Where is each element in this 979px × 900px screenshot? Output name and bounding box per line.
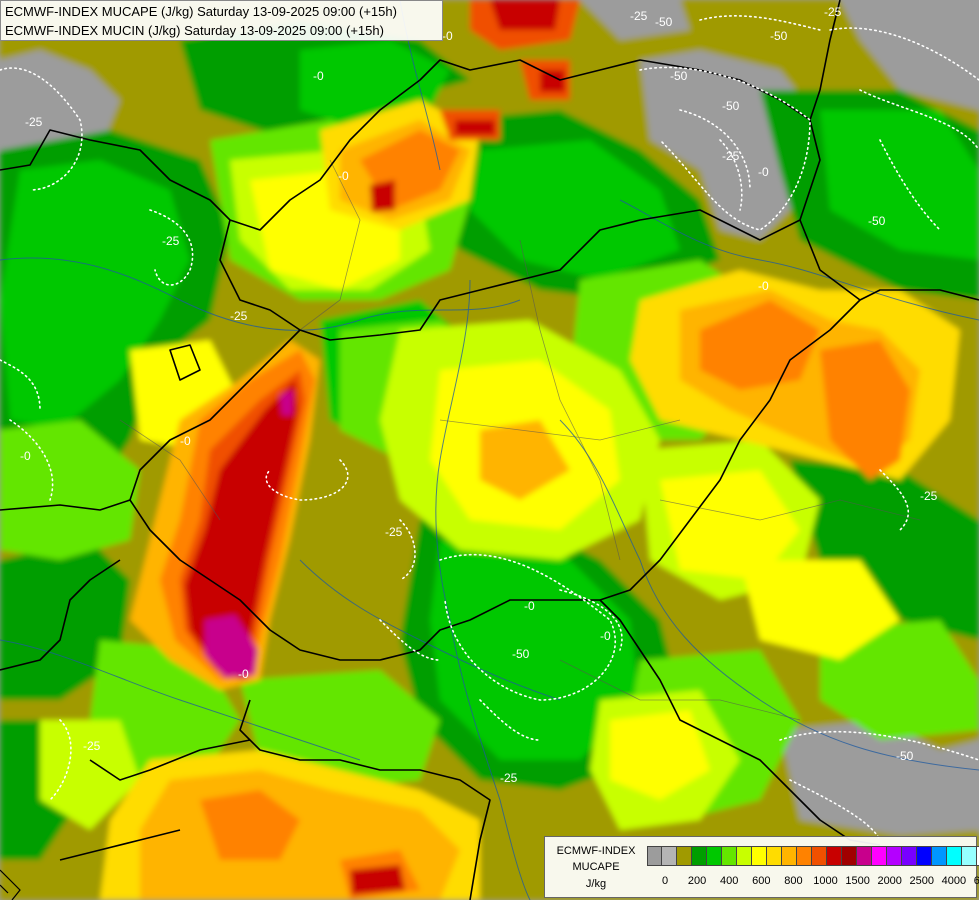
- cin-label: -0: [180, 434, 191, 448]
- cin-label: -0: [238, 667, 249, 681]
- legend-swatch: [902, 846, 917, 866]
- cin-label: -25: [722, 149, 740, 163]
- legend-swatch: [647, 846, 662, 866]
- cin-label: -50: [670, 69, 688, 83]
- legend-swatch: [917, 846, 932, 866]
- legend-swatch: [767, 846, 782, 866]
- legend-tick-label: 400: [720, 875, 739, 887]
- cin-label: -50: [512, 647, 530, 661]
- cin-label: -50: [896, 749, 914, 763]
- legend-tick-label: 4000: [941, 875, 967, 887]
- cin-label: -50: [722, 99, 740, 113]
- mucape-title: ECMWF-INDEX MUCAPE (J/kg) Saturday 13-09…: [5, 4, 397, 19]
- cin-label: -25: [25, 115, 43, 129]
- legend-tick-label: 800: [784, 875, 803, 887]
- corner-border-detail: [0, 869, 21, 900]
- legend-swatches: [647, 846, 979, 866]
- legend-tick-label: 600: [752, 875, 771, 887]
- cin-label: -0: [20, 449, 31, 463]
- legend-swatch: [797, 846, 812, 866]
- legend-tick-label: 2500: [909, 875, 935, 887]
- legend-swatch: [812, 846, 827, 866]
- legend-tick-label: 6000: [973, 875, 979, 887]
- legend-swatch: [722, 846, 737, 866]
- legend-tick-label: 200: [687, 875, 707, 887]
- legend-swatch: [782, 846, 797, 866]
- map-title-box: ECMWF-INDEX MUCAPE (J/kg) Saturday 13-09…: [0, 0, 443, 41]
- legend-swatch: [692, 846, 707, 866]
- legend-tick-label: 1000: [813, 875, 838, 887]
- cin-label: -25: [83, 739, 101, 753]
- legend-swatch: [827, 846, 842, 866]
- cin-label: -0: [524, 599, 535, 613]
- legend-swatch: [932, 846, 947, 866]
- legend-swatch: [962, 846, 977, 866]
- admin-borders: [119, 159, 921, 721]
- cin-label: -0: [600, 629, 611, 643]
- cin-label: -50: [655, 15, 673, 29]
- cin-label: -0: [338, 169, 349, 183]
- cin-label: -50: [770, 29, 788, 43]
- legend-swatch: [737, 846, 752, 866]
- legend-swatch: [707, 846, 722, 866]
- cin-label: -25: [230, 309, 248, 323]
- legend-unit: J/kg: [585, 878, 607, 890]
- mucin-contours: [0, 15, 979, 841]
- cin-label: -25: [500, 771, 518, 785]
- legend-swatch: [752, 846, 767, 866]
- cin-label: -0: [313, 69, 324, 83]
- legend-swatch: [662, 846, 677, 866]
- cin-label: -25: [162, 234, 180, 248]
- color-legend: ECMWF-INDEX MUCAPE J/kg 0 200 400 600 800 100…: [544, 836, 979, 898]
- legend-variable: MUCAPE: [572, 861, 620, 873]
- mucin-title: ECMWF-INDEX MUCIN (J/kg) Saturday 13-09-…: [5, 23, 384, 38]
- cin-label: -25: [920, 489, 938, 503]
- cin-label: -0: [758, 279, 769, 293]
- legend-tick-label: 1500: [845, 875, 870, 887]
- legend-swatch: [977, 846, 979, 866]
- cin-label: -0: [758, 165, 769, 179]
- legend-swatch: [887, 846, 902, 866]
- legend-swatch: [872, 846, 887, 866]
- legend-swatch: [947, 846, 962, 866]
- cin-label: -25: [824, 5, 842, 19]
- legend-swatch: [842, 846, 857, 866]
- legend-tick-label: 2000: [877, 875, 902, 887]
- mucin-contour-labels: -50 -0 -0 -25 -50 -25 -50 -50 -25 -0 -0 …: [20, 5, 938, 785]
- cin-label: -0: [442, 29, 453, 43]
- legend-swatch: [677, 846, 692, 866]
- cin-label: -25: [630, 9, 648, 23]
- legend-swatch: [857, 846, 872, 866]
- cin-label: -50: [868, 214, 886, 228]
- legend-source: ECMWF-INDEX: [556, 845, 636, 857]
- legend-tick-label: 0: [661, 875, 669, 887]
- cin-label: -25: [385, 525, 403, 539]
